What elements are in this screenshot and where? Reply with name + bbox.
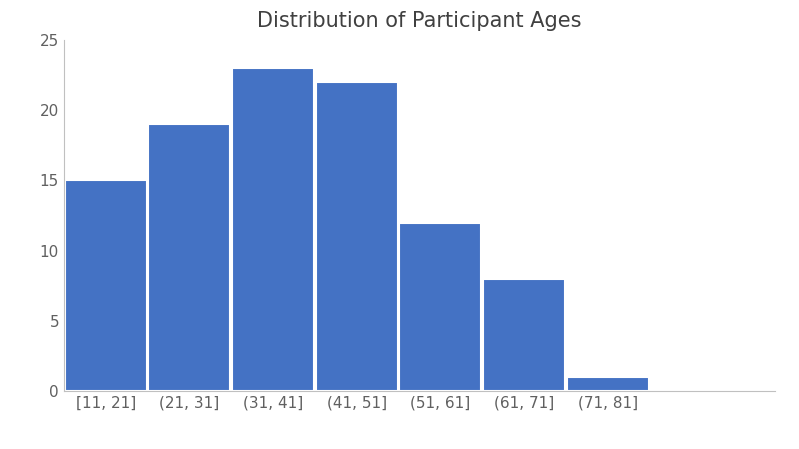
- Bar: [566, 377, 649, 391]
- Bar: [400, 223, 481, 391]
- Bar: [65, 180, 147, 391]
- Bar: [149, 124, 230, 391]
- Bar: [483, 278, 565, 391]
- Bar: [316, 83, 398, 391]
- Title: Distribution of Participant Ages: Distribution of Participant Ages: [257, 10, 582, 31]
- Bar: [232, 68, 314, 391]
